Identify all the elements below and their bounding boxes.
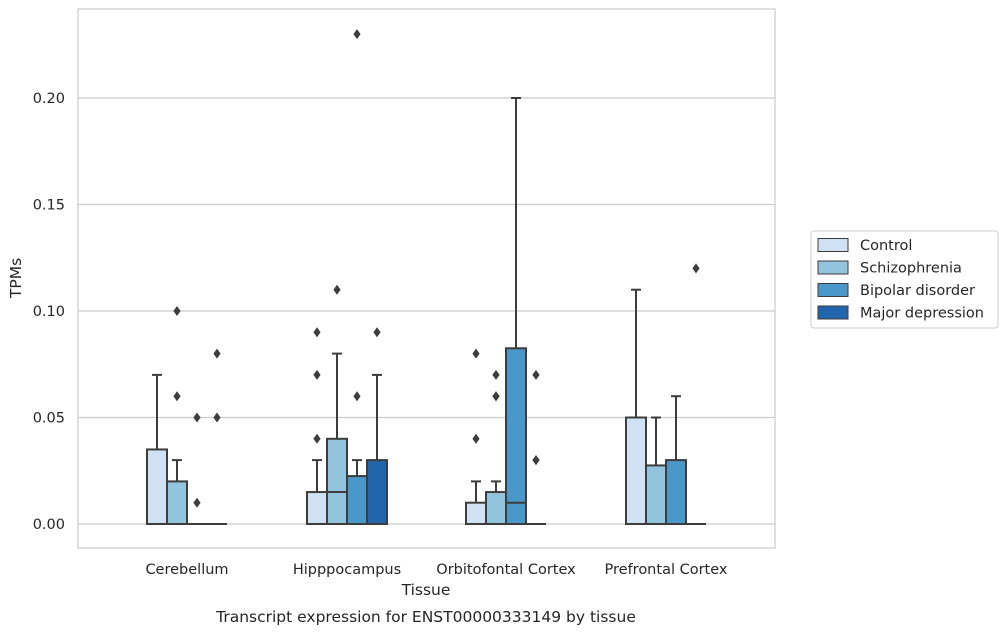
x-tick-label: Hipppocampus [293, 562, 401, 578]
legend-swatch [817, 305, 849, 320]
box [465, 501, 487, 526]
outlier-point [213, 412, 221, 423]
box [366, 459, 388, 526]
outlier-point [532, 369, 540, 380]
outlier-point [472, 433, 480, 444]
y-tick-label: 0.15 [33, 198, 65, 214]
legend-label: Schizophrenia [860, 261, 962, 277]
box [645, 464, 667, 525]
y-tick-label: 0.05 [33, 411, 65, 427]
box [146, 448, 168, 526]
series-group [146, 288, 647, 526]
y-tick-labels: 0.00 0.05 0.10 0.15 0.20 [33, 91, 65, 533]
box [625, 416, 647, 525]
legend-label: Bipolar disorder [860, 283, 975, 299]
box [326, 437, 348, 525]
outlier-point [313, 327, 321, 338]
x-axis-title: Tissue [401, 581, 451, 599]
box [665, 459, 687, 526]
x-tick-labels: Cerebellum Hipppocampus Orbitofontal Corte… [145, 562, 727, 578]
boxes-layer [146, 29, 706, 526]
outlier-point [692, 263, 700, 274]
box [306, 491, 328, 525]
legend: Control Schizophrenia Bipolar disorder Majo… [810, 230, 999, 329]
plot-frame [77, 8, 776, 549]
outlier-point [193, 497, 201, 508]
x-tick-label: Cerebellum [145, 562, 228, 578]
x-tick-label: Orbitofontal Cortex [436, 562, 576, 578]
outlier-point [472, 348, 480, 359]
legend-label: Control [860, 238, 912, 254]
outlier-point [492, 391, 500, 402]
outlier-point [373, 327, 381, 338]
series-group [207, 263, 706, 526]
box [505, 347, 527, 525]
outlier-point [492, 369, 500, 380]
y-axis-title: TPMs [7, 258, 25, 299]
box [346, 475, 368, 526]
outlier-point [353, 29, 361, 40]
legend-swatch [817, 283, 849, 297]
y-tick-label: 0.10 [33, 304, 65, 320]
legend-swatch [817, 238, 849, 252]
outlier-point [532, 455, 540, 466]
series-group [166, 284, 667, 525]
series-group [187, 29, 687, 526]
x-tick-label: Prefrontal Cortex [605, 562, 728, 578]
y-tick-label: 0.20 [33, 91, 65, 107]
outlier-point [333, 284, 341, 295]
legend-label: Major depression [860, 306, 984, 322]
legend-frame [810, 230, 999, 329]
legend-swatch [817, 260, 849, 275]
outlier-point [193, 412, 201, 423]
outlier-point [353, 391, 361, 402]
outlier-point [213, 348, 221, 359]
y-tick-label: 0.00 [33, 517, 65, 533]
chart-caption: Transcript expression for ENST0000033314… [215, 608, 636, 626]
box [166, 480, 188, 525]
outlier-point [173, 306, 181, 316]
box [485, 491, 507, 525]
outlier-point [173, 391, 181, 402]
outlier-point [313, 369, 321, 380]
outlier-point [313, 433, 321, 444]
